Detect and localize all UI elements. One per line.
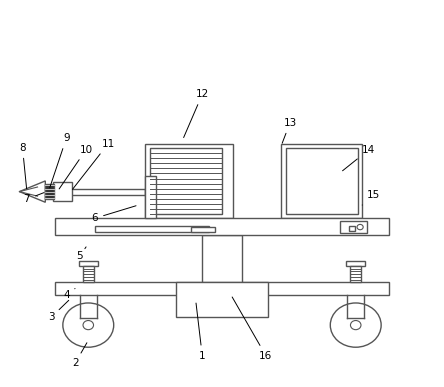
Bar [145,176,156,218]
Text: 12: 12 [184,89,209,137]
Bar [341,221,367,233]
Text: 7: 7 [24,193,44,204]
Bar [145,144,233,218]
Text: 1: 1 [196,303,206,361]
Text: 6: 6 [91,206,136,223]
Bar [281,144,362,218]
Bar [95,226,209,233]
Bar [56,283,388,295]
Bar [45,184,54,199]
Bar [285,148,358,214]
Text: 5: 5 [76,247,86,262]
Bar [176,283,268,317]
Circle shape [83,320,94,330]
Bar [202,235,242,283]
Text: 15: 15 [362,190,380,205]
Bar [346,261,365,266]
Text: 13: 13 [282,118,297,143]
Text: 9: 9 [50,133,70,188]
Circle shape [330,303,381,347]
Text: 14: 14 [342,145,376,171]
Text: 8: 8 [19,143,27,189]
Circle shape [350,320,361,330]
Polygon shape [20,181,45,202]
Text: 10: 10 [59,145,93,189]
Text: 2: 2 [72,343,87,368]
Circle shape [357,224,363,230]
Bar [53,182,71,201]
Circle shape [63,303,114,347]
Bar [191,227,215,232]
Text: 3: 3 [48,300,69,322]
Text: 16: 16 [232,297,273,361]
Bar [83,266,94,283]
Bar [349,226,355,231]
Text: 4: 4 [63,289,75,300]
Bar [350,266,361,283]
Bar [150,148,222,214]
Bar [79,261,98,266]
Bar [56,218,388,235]
Text: 11: 11 [72,139,115,189]
